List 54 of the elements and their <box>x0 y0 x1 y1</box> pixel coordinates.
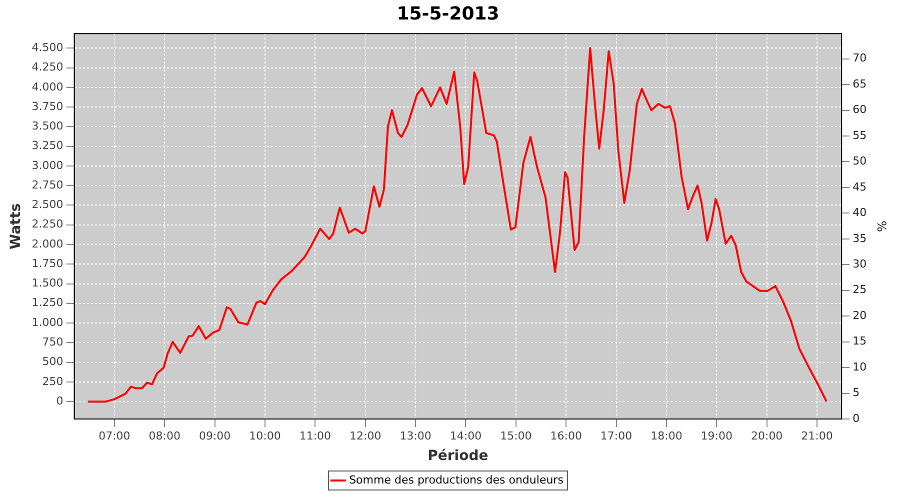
y2-tick-label: 20 <box>852 308 867 322</box>
y2-tick-label: 10 <box>852 360 867 374</box>
y-tick-label: 4.000 <box>32 80 64 94</box>
y2-tick-label: 55 <box>852 128 867 142</box>
y2-tick-label: 50 <box>852 154 867 168</box>
x-tick-label: 12:00 <box>350 429 382 442</box>
x-tick-label: 21:00 <box>801 429 833 442</box>
x-tick-label: 08:00 <box>148 429 180 442</box>
y-tick-label: 2.250 <box>32 218 64 231</box>
y-tick-label: 0 <box>56 394 64 408</box>
y-tick-label: 4.250 <box>32 60 64 74</box>
y-tick-label: 1.250 <box>32 296 64 310</box>
x-tick-label: 09:00 <box>198 429 231 442</box>
y2-tick-label: 70 <box>852 52 867 65</box>
y-tick-label: 3.250 <box>32 139 64 152</box>
x-tick-label: 18:00 <box>650 429 682 442</box>
y2-tick-label: 40 <box>852 206 867 220</box>
y-tick-label: 1.000 <box>32 316 64 329</box>
y-tick-label: 2.000 <box>32 237 64 250</box>
y2-tick-label: 15 <box>852 334 867 348</box>
x-tick-label: 07:00 <box>98 429 130 442</box>
chart-title: 15-5-2013 <box>396 3 500 24</box>
y-tick-label: 250 <box>42 374 64 388</box>
x-tick-label: 15:00 <box>500 429 532 442</box>
legend-label: Somme des productions des onduleurs <box>349 473 564 486</box>
x-tick-label: 16:00 <box>550 429 582 442</box>
y2-axis-title: % <box>874 220 889 232</box>
x-tick-label: 19:00 <box>700 429 732 442</box>
x-tick-label: 11:00 <box>299 429 332 442</box>
y2-tick-label: 35 <box>852 232 867 245</box>
y-tick-label: 4.500 <box>32 40 64 54</box>
x-tick-label: 17:00 <box>600 429 632 442</box>
x-tick-label: 13:00 <box>400 429 432 442</box>
x-tick-label: 14:00 <box>450 429 482 442</box>
y2-tick-label: 65 <box>852 77 867 90</box>
y-tick-label: 750 <box>42 336 64 349</box>
y2-tick-label: 60 <box>852 103 867 116</box>
y-tick-label: 3.000 <box>32 158 64 172</box>
y-tick-label: 2.500 <box>32 198 64 212</box>
y2-tick-label: 45 <box>852 180 867 194</box>
y2-tick-label: 30 <box>852 257 867 270</box>
x-axis-title: Période <box>428 448 488 464</box>
y-tick-label: 1.500 <box>32 276 64 290</box>
y2-tick-label: 25 <box>852 283 867 296</box>
y-tick-label: 500 <box>42 355 64 368</box>
y2-tick-label: 5 <box>852 386 860 400</box>
x-tick-label: 10:00 <box>249 429 281 442</box>
x-tick-label: 20:00 <box>750 429 783 442</box>
y-tick-label: 3.750 <box>32 100 64 113</box>
y-tick-label: 2.750 <box>32 178 64 192</box>
y-tick-label: 3.500 <box>32 120 64 133</box>
y2-tick-label: 0 <box>852 412 860 425</box>
y-axis-title: Watts <box>8 203 24 250</box>
y-tick-label: 1.750 <box>32 256 64 270</box>
